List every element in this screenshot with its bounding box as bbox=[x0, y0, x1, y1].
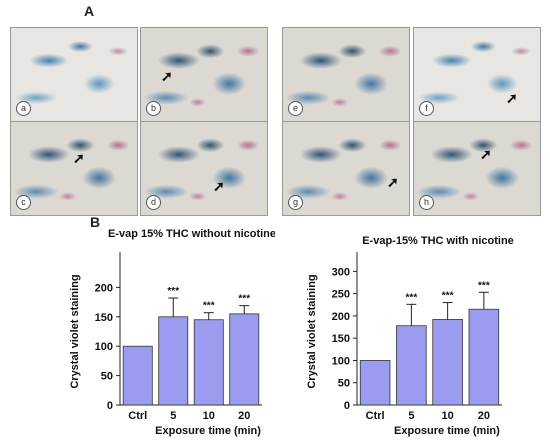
y-tick-label: 0 bbox=[107, 400, 113, 412]
x-tick-label: 10 bbox=[442, 410, 454, 422]
micrograph-label: b bbox=[146, 101, 161, 116]
arrow-icon: ➚ bbox=[73, 150, 85, 166]
y-tick-label: 200 bbox=[332, 311, 350, 323]
micrograph-a: a bbox=[10, 27, 138, 122]
bar-5 bbox=[396, 325, 427, 406]
x-tick-label: 5 bbox=[408, 410, 414, 422]
panel-b-label: B bbox=[90, 214, 101, 230]
micrograph-h: ➚ h bbox=[413, 121, 541, 216]
micrograph-label: e bbox=[288, 101, 303, 116]
x-tick-label: Ctrl bbox=[128, 410, 147, 422]
x-tick-label: 20 bbox=[478, 410, 490, 422]
y-axis-label: Crystal violet staining bbox=[306, 274, 318, 388]
micrograph-label: d bbox=[146, 195, 161, 210]
x-tick-label: 5 bbox=[170, 410, 176, 422]
x-tick-label: 10 bbox=[203, 410, 215, 422]
y-tick-label: 200 bbox=[95, 282, 113, 294]
significance-label: *** bbox=[167, 286, 179, 297]
micrograph-label: f bbox=[419, 101, 434, 116]
significance-label: *** bbox=[203, 301, 215, 312]
significance-label: *** bbox=[478, 280, 490, 291]
significance-label: *** bbox=[442, 291, 454, 302]
x-axis-label: Exposure time (min) bbox=[155, 425, 261, 437]
chart-title: E-vap 15% THC without nicotine bbox=[108, 228, 275, 240]
micrograph-c: ➚ c bbox=[10, 121, 138, 216]
micrograph-g: ➚ g bbox=[282, 121, 410, 216]
y-tick-label: 100 bbox=[95, 341, 113, 353]
bar-Ctrl bbox=[122, 345, 153, 406]
arrow-icon: ➚ bbox=[161, 68, 173, 84]
panel-a-label: A bbox=[84, 3, 95, 19]
y-tick-label: 250 bbox=[332, 289, 350, 301]
y-tick-label: 50 bbox=[338, 378, 350, 390]
x-tick-label: Ctrl bbox=[366, 410, 385, 422]
bar-10 bbox=[432, 319, 463, 406]
y-tick-label: 100 bbox=[332, 355, 350, 367]
chart-title: E-vap-15% THC with nicotine bbox=[362, 235, 514, 247]
arrow-icon: ➚ bbox=[213, 178, 225, 194]
micrograph-f: ➚ f bbox=[413, 27, 541, 122]
significance-label: *** bbox=[238, 294, 250, 305]
bar-10 bbox=[193, 319, 224, 406]
y-tick-label: 150 bbox=[332, 333, 350, 345]
micrograph-label: h bbox=[419, 195, 434, 210]
bar-chart-with-nicotine: E-vap-15% THC with nicotine 0 50 100 150 200 2… bbox=[306, 235, 514, 437]
y-tick-label: 50 bbox=[101, 371, 113, 383]
micrograph-label: g bbox=[288, 195, 303, 210]
bar-5 bbox=[158, 316, 189, 406]
y-tick-label: 300 bbox=[332, 266, 350, 278]
significance-label: *** bbox=[406, 292, 418, 303]
y-tick-label: 150 bbox=[95, 312, 113, 324]
arrow-icon: ➚ bbox=[506, 90, 518, 106]
arrow-icon: ➚ bbox=[387, 174, 399, 190]
micrograph-e: e bbox=[282, 27, 410, 122]
bar-20 bbox=[468, 308, 500, 406]
bar-chart-without-nicotine: E-vap 15% THC without nicotine 0 50 100 150 2… bbox=[69, 228, 275, 437]
micrograph-label: c bbox=[16, 195, 31, 210]
micrograph-label: a bbox=[16, 101, 31, 116]
micrograph-b: ➚ b bbox=[140, 27, 268, 122]
micrograph-d: ➚ d bbox=[140, 121, 268, 216]
y-axis-label: Crystal violet staining bbox=[69, 274, 81, 388]
bar-20 bbox=[229, 313, 260, 406]
y-tick-label: 0 bbox=[344, 400, 350, 412]
bar-Ctrl bbox=[359, 360, 391, 406]
x-tick-label: 20 bbox=[238, 410, 250, 422]
arrow-icon: ➚ bbox=[480, 146, 492, 162]
x-axis-label: Exposure time (min) bbox=[394, 425, 500, 437]
